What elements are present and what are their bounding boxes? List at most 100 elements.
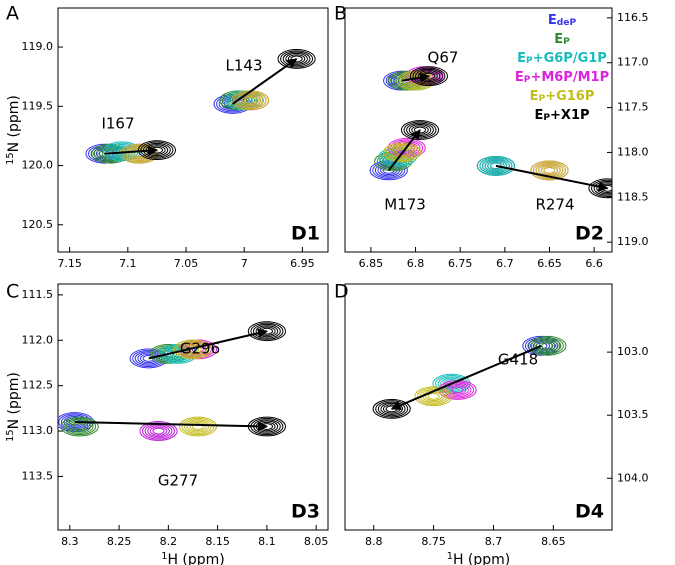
x-axis-label-part: H (ppm) (167, 552, 224, 565)
x-tick-label: 8.7 (485, 535, 503, 548)
legend-entry-part: P (524, 75, 531, 85)
legend-entry-part: P (543, 113, 550, 123)
contour-level (412, 67, 446, 85)
contour-level (524, 337, 558, 355)
contour-level (532, 161, 566, 179)
x-tick-label: 6.7 (496, 257, 514, 270)
contour-level (369, 160, 408, 181)
panel-name: D3 (291, 501, 320, 523)
y-tick-label: 117.5 (617, 101, 649, 114)
y-tick-label: 104.0 (617, 471, 649, 484)
contour-level (414, 386, 453, 407)
shift-arrow (495, 164, 609, 192)
x-tick-label: 8.25 (107, 535, 132, 548)
x-tick-label: 6.85 (359, 257, 384, 270)
x-axis-label: 1H (ppm) (161, 551, 225, 565)
y-axis-label: 15N (ppm) (5, 372, 22, 442)
contour-level (543, 166, 556, 174)
contour-level (448, 385, 467, 395)
y-tick-label: 118.5 (617, 190, 649, 203)
peak-contour (60, 416, 99, 437)
legend-entry-part: E (534, 108, 543, 123)
contour-level (179, 342, 207, 357)
residue-label: R274 (535, 196, 574, 214)
contour-level (541, 342, 554, 350)
contour-level (593, 181, 612, 196)
plot-frame (344, 7, 613, 253)
plot-frame (57, 7, 329, 253)
legend-entry: EP+X1P (534, 108, 589, 123)
contour-level (388, 145, 417, 160)
residue-label: L143 (226, 57, 263, 75)
contour-level (149, 426, 168, 436)
contour-level (527, 338, 556, 354)
x-tick-label: 8.2 (160, 535, 178, 548)
contour-level (140, 141, 174, 159)
panel-name: D2 (575, 223, 604, 245)
y-tick-label: 120.0 (22, 159, 54, 172)
panel: B D2 6.85 6.8 6.75 6.7 6.65 6.6 116.5 117.0 117.5 1… (334, 3, 649, 271)
contour-level (484, 159, 508, 172)
x-axis-label-part: H (ppm) (453, 552, 510, 565)
contour-level (390, 146, 414, 159)
legend-entry-part: +G6P/G1P (533, 51, 607, 66)
x-tick-label: 6.95 (290, 257, 315, 270)
peak-contour (277, 49, 316, 69)
plot-frame (57, 283, 329, 531)
x-tick-label: 6.8 (407, 257, 425, 270)
legend-entry-part: E (515, 70, 524, 85)
contour-level (65, 419, 94, 434)
y-tick-label: 113.5 (22, 469, 54, 482)
y-tick-label: 111.5 (22, 288, 54, 301)
contour-level (409, 66, 449, 87)
contour-level (152, 427, 165, 435)
legend-entry: EP (554, 32, 570, 47)
contour-level (277, 49, 316, 69)
peak-contour (173, 339, 213, 360)
contour-level (60, 416, 99, 437)
contour-level (147, 425, 170, 438)
contour-level (451, 386, 464, 394)
panel-name: D4 (575, 501, 604, 523)
contour-level (530, 339, 553, 352)
contour-level (68, 420, 91, 433)
legend-entry-part: P (563, 37, 570, 47)
contour-level (372, 398, 411, 419)
contour-level (221, 91, 255, 109)
contour-level (120, 143, 159, 164)
legend-entry: EP+G6P/G1P (517, 51, 607, 66)
contour-level (487, 161, 505, 171)
contour-level (137, 140, 177, 161)
x-tick-label: 7 (241, 257, 248, 270)
x-axis-label-part: 1 (161, 551, 167, 562)
contour-level (227, 91, 261, 109)
contour-level (530, 160, 569, 181)
peak-contour (409, 66, 449, 87)
residue-label: Q67 (428, 49, 459, 67)
contour-level (482, 158, 510, 174)
legend-entry: EdeP (548, 13, 577, 28)
contour-level (417, 387, 451, 405)
contour-level (73, 423, 86, 430)
contour-level (241, 95, 259, 106)
y-tick-label: 119.5 (22, 99, 54, 112)
contour-level (479, 157, 513, 175)
x-axis-label: 1H (ppm) (447, 551, 511, 565)
legend-entry-part: deP (557, 18, 577, 28)
x-tick-label: 6.6 (585, 257, 603, 270)
x-tick-label: 8.65 (541, 535, 566, 548)
contour-level (230, 93, 259, 108)
y-tick-label: 118.0 (617, 145, 649, 158)
legend-entry-part: P (539, 94, 546, 104)
contour-level (385, 143, 419, 162)
legend-entry-part: +X1P (550, 108, 590, 123)
residue-label: G418 (498, 351, 538, 369)
contour-level (536, 339, 559, 352)
shift-arrow (231, 58, 298, 105)
panel: D D4 8.8 8.75 8.7 8.65 103.0 103.5 104.0 1H (ppm)… (334, 281, 649, 565)
shift-arrow (390, 344, 542, 411)
panel-name: D1 (291, 223, 320, 245)
y-axis-label-part: 15 (5, 152, 16, 164)
